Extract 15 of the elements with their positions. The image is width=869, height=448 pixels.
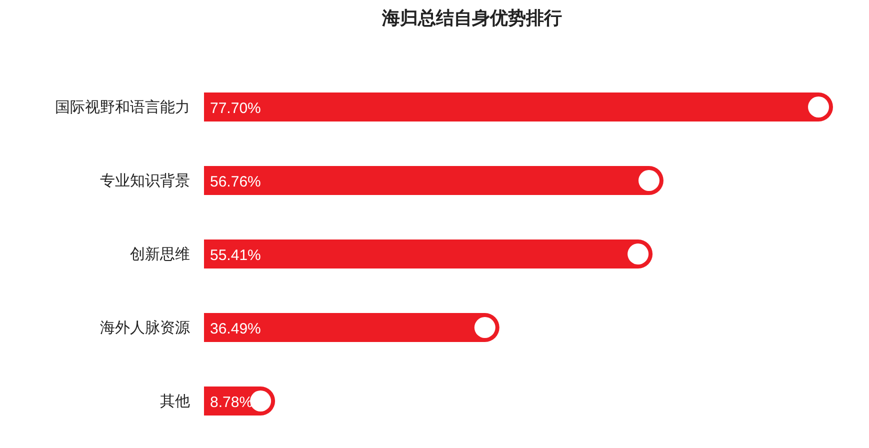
y-tick-label: 其他 bbox=[160, 393, 190, 410]
bar bbox=[204, 313, 500, 342]
bar bbox=[204, 240, 653, 268]
y-tick-label: 创新思维 bbox=[130, 246, 190, 263]
data-label: 55.41% bbox=[210, 247, 261, 264]
bar bbox=[204, 92, 833, 122]
data-label: 8.78% bbox=[210, 394, 253, 411]
data-label: 56.76% bbox=[210, 174, 261, 190]
y-tick-label: 国际视野和语言能力 bbox=[55, 99, 190, 116]
data-label: 36.49% bbox=[210, 320, 261, 338]
data-label: 77.70% bbox=[210, 100, 261, 117]
chart-title: 海归总结自身优势排行 bbox=[381, 8, 562, 28]
y-tick-label: 海外人脉资源 bbox=[100, 320, 190, 336]
bar bbox=[204, 166, 664, 195]
y-tick-label: 专业知识背景 bbox=[100, 172, 190, 190]
